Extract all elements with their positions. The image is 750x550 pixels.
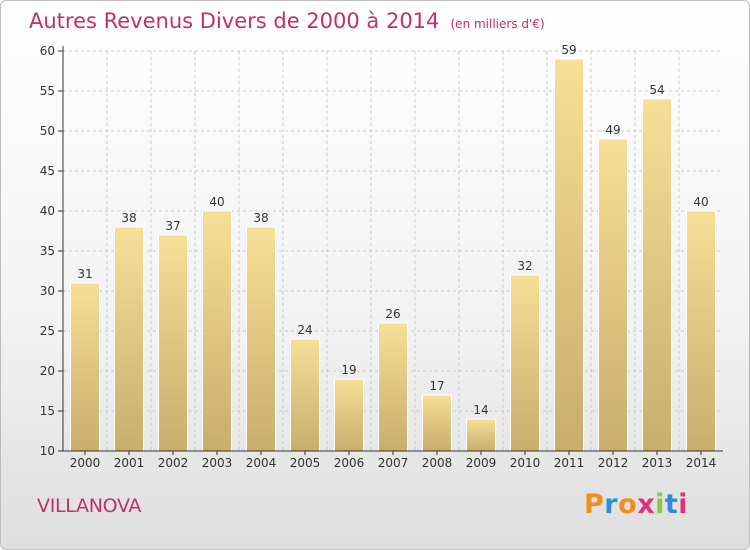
logo-letter: P xyxy=(584,489,605,520)
value-label-2002: 37 xyxy=(165,219,180,233)
value-label-2005: 24 xyxy=(297,323,312,337)
x-tick-label-2001: 2001 xyxy=(114,456,145,470)
y-tick-label: 30 xyxy=(40,284,55,298)
y-tick-label: 10 xyxy=(40,444,55,458)
x-tick-label-2013: 2013 xyxy=(642,456,673,470)
chart-title: Autres Revenus Divers de 2000 à 2014 xyxy=(29,9,440,33)
bar-2010 xyxy=(510,274,540,452)
y-tick-label: 45 xyxy=(40,164,55,178)
y-tick-label: 50 xyxy=(40,124,55,138)
x-tick-label-2004: 2004 xyxy=(246,456,277,470)
x-tick-label-2011: 2011 xyxy=(554,456,585,470)
value-label-2008: 17 xyxy=(429,379,444,393)
x-tick-label-2014: 2014 xyxy=(686,456,717,470)
bars xyxy=(70,58,716,452)
x-tick-label-2008: 2008 xyxy=(422,456,453,470)
bar-2006 xyxy=(334,378,364,452)
chart-title-line: Autres Revenus Divers de 2000 à 2014 (en… xyxy=(29,9,545,33)
bar-2002 xyxy=(158,234,188,452)
x-tick-label-2000: 2000 xyxy=(70,456,101,470)
logo-letter: o xyxy=(618,489,638,520)
value-label-2009: 14 xyxy=(473,403,488,417)
axes xyxy=(58,46,723,455)
y-tick-label: 25 xyxy=(40,324,55,338)
logo-letter: i xyxy=(655,489,665,520)
x-tick-label-2012: 2012 xyxy=(598,456,629,470)
y-tick-label: 15 xyxy=(40,404,55,418)
x-tick-label-2007: 2007 xyxy=(378,456,409,470)
value-label-2000: 31 xyxy=(77,267,92,281)
value-label-2011: 59 xyxy=(561,43,576,57)
value-label-2013: 54 xyxy=(649,83,664,97)
logo-letter: x xyxy=(637,489,656,520)
logo-letter: t xyxy=(664,489,679,520)
y-tick-label: 60 xyxy=(40,44,55,58)
bar-2012 xyxy=(598,138,628,452)
bar-2013 xyxy=(642,98,672,452)
bar-2005 xyxy=(290,338,320,452)
x-tick-label-2003: 2003 xyxy=(202,456,233,470)
y-tick-label: 55 xyxy=(40,84,55,98)
place-name: VILLANOVA xyxy=(37,495,142,517)
value-label-2006: 19 xyxy=(341,363,356,377)
x-tick-label-2010: 2010 xyxy=(510,456,541,470)
bar-2008 xyxy=(422,394,452,452)
bar-2003 xyxy=(202,210,232,452)
x-tick-label-2005: 2005 xyxy=(290,456,321,470)
chart-unit-note: (en milliers d'€) xyxy=(450,17,545,31)
proxiti-logo: Proxiti xyxy=(584,489,688,520)
value-label-2007: 26 xyxy=(385,307,400,321)
logo-letter: r xyxy=(604,489,619,520)
bar-2004 xyxy=(246,226,276,452)
value-label-2001: 38 xyxy=(121,211,136,225)
value-label-2004: 38 xyxy=(253,211,268,225)
bar-2011 xyxy=(554,58,584,452)
value-label-2014: 40 xyxy=(693,195,708,209)
y-tick-label: 20 xyxy=(40,364,55,378)
bar-2001 xyxy=(114,226,144,452)
bar-2007 xyxy=(378,322,408,452)
labels: 10 15 20 25 30 35 40 45 50 55 60 31 2000 38 2001 37 2002… xyxy=(40,43,717,470)
bar-2014 xyxy=(686,210,716,452)
value-label-2003: 40 xyxy=(209,195,224,209)
value-label-2010: 32 xyxy=(517,259,532,273)
x-tick-label-2002: 2002 xyxy=(158,456,189,470)
y-tick-label: 40 xyxy=(40,204,55,218)
x-tick-label-2006: 2006 xyxy=(334,456,365,470)
x-tick-label-2009: 2009 xyxy=(466,456,497,470)
y-tick-label: 35 xyxy=(40,244,55,258)
value-label-2012: 49 xyxy=(605,123,620,137)
bar-2000 xyxy=(70,282,100,452)
bar-2009 xyxy=(466,418,496,452)
logo-letter: i xyxy=(678,489,689,520)
